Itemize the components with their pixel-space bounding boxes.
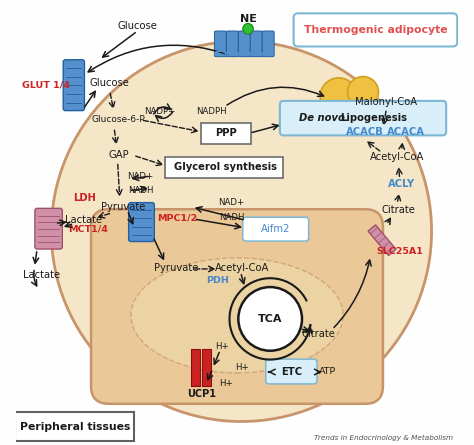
Text: Glycerol synthesis: Glycerol synthesis (173, 162, 276, 172)
Text: ATP: ATP (319, 368, 336, 376)
FancyBboxPatch shape (201, 122, 251, 144)
FancyBboxPatch shape (63, 60, 84, 111)
FancyBboxPatch shape (266, 359, 317, 384)
FancyBboxPatch shape (15, 412, 134, 441)
Text: ACACA: ACACA (387, 127, 425, 137)
Text: NAD+: NAD+ (219, 198, 245, 207)
Text: Lipogenesis: Lipogenesis (340, 113, 407, 123)
Text: LDH: LDH (73, 193, 96, 203)
Text: GLUT 1/4: GLUT 1/4 (22, 81, 70, 90)
Text: MCT1/4: MCT1/4 (68, 224, 108, 233)
Text: TCA: TCA (258, 314, 283, 324)
Text: UCP1: UCP1 (187, 389, 216, 399)
Text: Lactate: Lactate (23, 270, 60, 279)
Circle shape (238, 287, 302, 351)
FancyBboxPatch shape (191, 348, 201, 386)
FancyBboxPatch shape (280, 101, 446, 135)
Text: ACACB: ACACB (346, 127, 383, 137)
Text: Citrate: Citrate (382, 205, 415, 215)
FancyBboxPatch shape (91, 209, 383, 404)
FancyBboxPatch shape (250, 31, 262, 57)
Text: SLC25A1: SLC25A1 (376, 247, 423, 256)
Circle shape (336, 101, 364, 129)
Text: Glucose: Glucose (90, 78, 129, 88)
Text: Citrate: Citrate (302, 329, 336, 339)
Text: Aifm2: Aifm2 (261, 224, 291, 234)
Ellipse shape (131, 258, 343, 373)
Text: PDH: PDH (206, 276, 228, 285)
Text: Pyruvate: Pyruvate (100, 202, 145, 212)
Circle shape (243, 24, 254, 34)
Text: ACLY: ACLY (388, 178, 415, 189)
Text: ETC: ETC (281, 367, 302, 376)
Text: PPP: PPP (215, 128, 237, 138)
Text: Acetyl-CoA: Acetyl-CoA (215, 263, 270, 273)
Text: Glucose: Glucose (118, 21, 157, 31)
Circle shape (347, 77, 379, 108)
FancyBboxPatch shape (293, 13, 457, 46)
Text: Peripheral tissues: Peripheral tissues (20, 422, 131, 432)
Polygon shape (368, 225, 396, 255)
Text: MPC1/2: MPC1/2 (157, 214, 198, 222)
FancyBboxPatch shape (35, 208, 62, 249)
FancyBboxPatch shape (214, 31, 227, 57)
Text: GAP: GAP (108, 150, 129, 160)
Text: NADH: NADH (219, 213, 245, 222)
FancyBboxPatch shape (238, 31, 250, 57)
Text: H+: H+ (236, 363, 249, 372)
Text: Pyruvate: Pyruvate (154, 263, 198, 273)
Text: NADP+: NADP+ (144, 106, 175, 116)
Text: Acetyl-CoA: Acetyl-CoA (370, 152, 424, 162)
Text: Malonyl-CoA: Malonyl-CoA (356, 97, 418, 107)
Text: De novo: De novo (299, 113, 345, 123)
Text: H+: H+ (215, 342, 228, 351)
Text: NADPH: NADPH (196, 106, 227, 116)
Circle shape (51, 41, 432, 421)
Text: H+: H+ (219, 380, 233, 388)
FancyBboxPatch shape (128, 202, 155, 242)
FancyBboxPatch shape (165, 157, 283, 178)
Circle shape (320, 78, 357, 115)
FancyBboxPatch shape (202, 348, 211, 386)
FancyBboxPatch shape (262, 31, 274, 57)
FancyBboxPatch shape (227, 31, 238, 57)
Text: Trends in Endocrinology & Metabolism: Trends in Endocrinology & Metabolism (314, 435, 453, 441)
Text: NAD+: NAD+ (128, 172, 154, 181)
Text: Thermogenic adipocyte: Thermogenic adipocyte (304, 25, 447, 35)
FancyBboxPatch shape (243, 217, 309, 241)
Text: Glucose-6-P: Glucose-6-P (91, 115, 146, 125)
Text: Lactate: Lactate (64, 215, 101, 225)
Text: NE: NE (240, 14, 256, 24)
Text: NADH: NADH (128, 186, 154, 195)
